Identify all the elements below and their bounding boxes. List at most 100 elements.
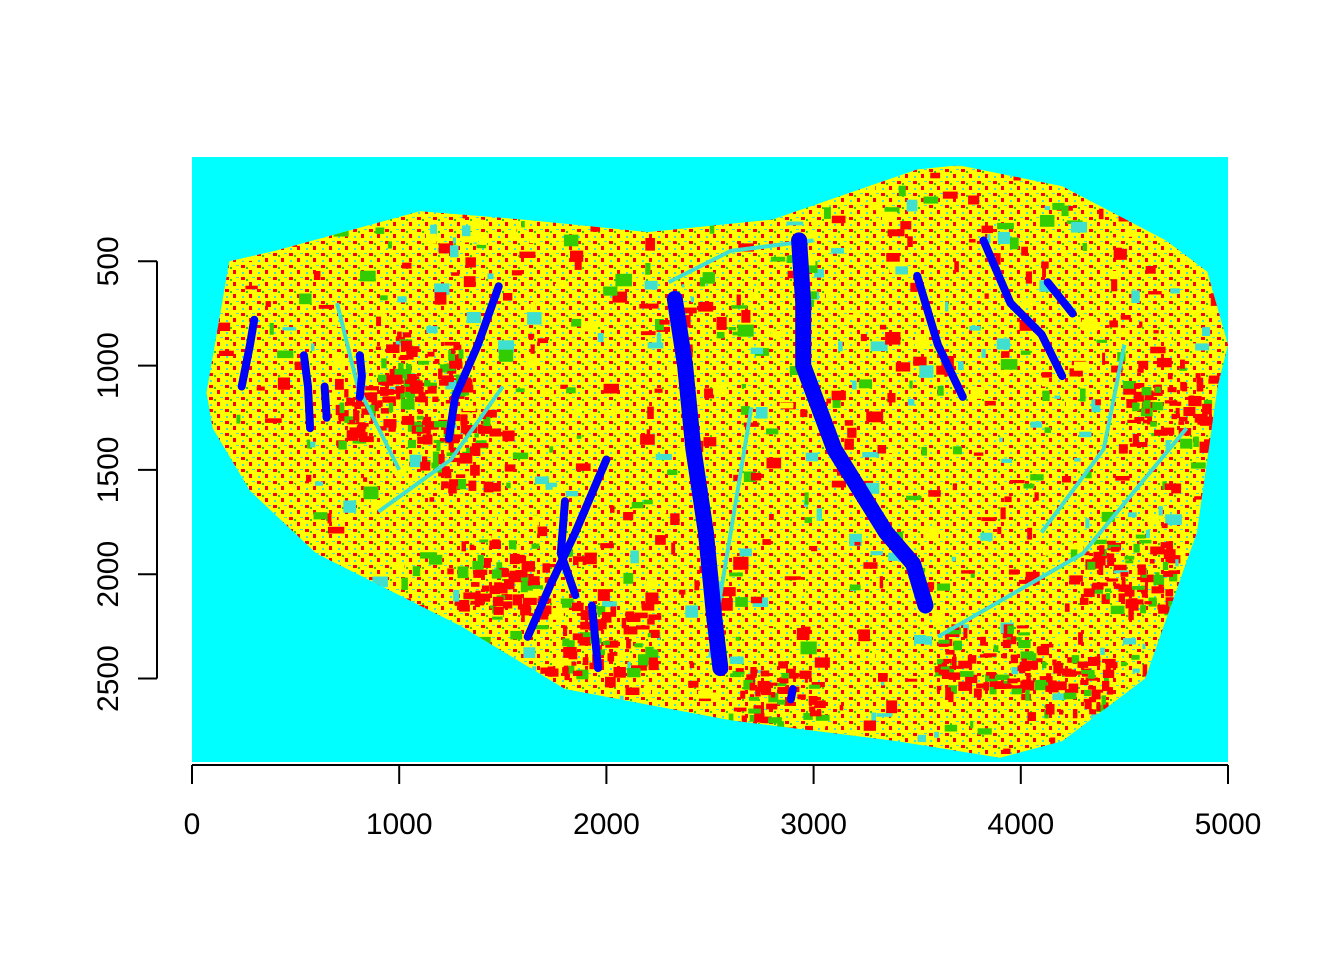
land-cover-patch [814, 269, 825, 278]
land-cover-patch [761, 686, 771, 696]
land-cover-patch [887, 393, 896, 403]
y-axis: 500 1000 1500 2000 2500 [92, 236, 158, 712]
land-cover-patch [602, 601, 617, 608]
land-cover-patch [410, 386, 424, 394]
land-cover-patch [1150, 421, 1157, 427]
land-cover-patch [376, 316, 381, 327]
land-cover-patch [458, 349, 464, 359]
land-cover-patch [265, 301, 271, 307]
land-cover-patch [732, 670, 745, 675]
land-cover-patch [343, 500, 357, 513]
land-cover-patch [638, 274, 644, 286]
land-cover-patch [531, 585, 544, 589]
land-cover-patch [418, 360, 429, 365]
land-cover-patch [1178, 421, 1185, 425]
land-cover-patch [396, 390, 401, 400]
land-cover-patch [1034, 679, 1049, 691]
land-cover-patch [1165, 555, 1181, 564]
land-cover-patch [876, 713, 893, 717]
land-cover-patch [755, 407, 768, 419]
land-cover-patch [377, 426, 387, 431]
land-cover-patch [397, 392, 405, 399]
land-cover-patch [483, 416, 491, 427]
land-cover-patch [1089, 709, 1097, 715]
land-cover-patch [380, 387, 389, 396]
land-cover-patch [888, 552, 904, 561]
land-cover-patch [519, 251, 536, 258]
land-cover-patch [1018, 640, 1031, 649]
lake [320, 382, 331, 422]
land-cover-patch [743, 679, 754, 690]
land-cover-patch [1033, 658, 1043, 663]
land-cover-patch [858, 379, 873, 389]
land-cover-patch [597, 589, 610, 601]
land-cover-patch [648, 661, 659, 671]
land-cover-patch [427, 383, 437, 394]
land-cover-patch [407, 439, 417, 449]
land-cover-patch [670, 513, 680, 525]
land-cover-patch [597, 333, 604, 342]
land-cover-patch [406, 348, 418, 357]
land-cover-patch [1002, 632, 1013, 639]
land-cover-patch [512, 452, 529, 460]
land-cover-patch [529, 235, 535, 244]
land-cover-patch [800, 409, 808, 418]
land-cover-patch [410, 390, 421, 394]
land-cover-patch [779, 403, 794, 409]
land-cover-patch [412, 566, 421, 577]
land-cover-patch [980, 532, 993, 541]
land-cover-patch [401, 577, 408, 590]
land-cover-patch [615, 273, 632, 287]
land-cover-patch [807, 291, 817, 299]
land-cover-patch [521, 614, 525, 622]
land-cover-patch [363, 486, 379, 500]
land-cover-patch [1195, 343, 1210, 351]
land-cover-patch [804, 492, 809, 505]
land-cover-patch [1026, 660, 1038, 670]
land-cover-patch [451, 272, 460, 276]
land-cover-patch [1180, 438, 1193, 449]
land-cover-patch [1107, 553, 1115, 566]
land-cover-patch [769, 622, 783, 627]
land-cover-patch [937, 385, 944, 396]
land-cover-patch [981, 225, 993, 234]
land-cover-patch [521, 221, 525, 228]
land-cover-patch [547, 666, 559, 677]
land-cover-patch [862, 452, 880, 458]
land-cover-patch [381, 381, 386, 386]
land-cover-patch [1194, 413, 1208, 423]
land-cover-patch [835, 278, 839, 288]
land-cover-patch [344, 389, 349, 398]
land-cover-patch [1139, 321, 1143, 328]
land-cover-patch [1147, 378, 1154, 384]
lakes-layer [237, 232, 1077, 704]
land-cover-patch [749, 696, 760, 701]
land-cover-patch [1127, 512, 1137, 518]
land-cover-patch [681, 284, 685, 288]
land-cover-patch [1030, 421, 1043, 428]
land-cover-patch [380, 295, 388, 301]
land-cover-patch [959, 671, 974, 677]
land-cover-patch [769, 514, 774, 520]
land-cover-patch [647, 406, 654, 419]
land-cover-patch [796, 579, 804, 593]
land-cover-patch [1121, 578, 1126, 590]
land-cover-patch [736, 294, 741, 307]
land-cover-patch [1195, 373, 1201, 379]
land-cover-patch [1130, 602, 1139, 611]
land-cover-patch [805, 725, 813, 731]
land-cover-patch [709, 221, 715, 234]
land-cover-patch [1142, 399, 1151, 410]
land-cover-patch [448, 442, 454, 451]
land-cover-patch [1072, 709, 1078, 719]
land-cover-patch [428, 554, 443, 565]
land-cover-patch [1145, 266, 1156, 274]
land-cover-patch [694, 580, 700, 591]
land-cover-patch [346, 397, 355, 406]
land-cover-patch [434, 292, 447, 305]
land-cover-patch [1132, 433, 1139, 445]
land-cover-patch [932, 610, 943, 624]
land-cover-patch [1045, 704, 1055, 715]
land-cover-patch [573, 670, 583, 676]
land-cover-patch [643, 499, 653, 505]
